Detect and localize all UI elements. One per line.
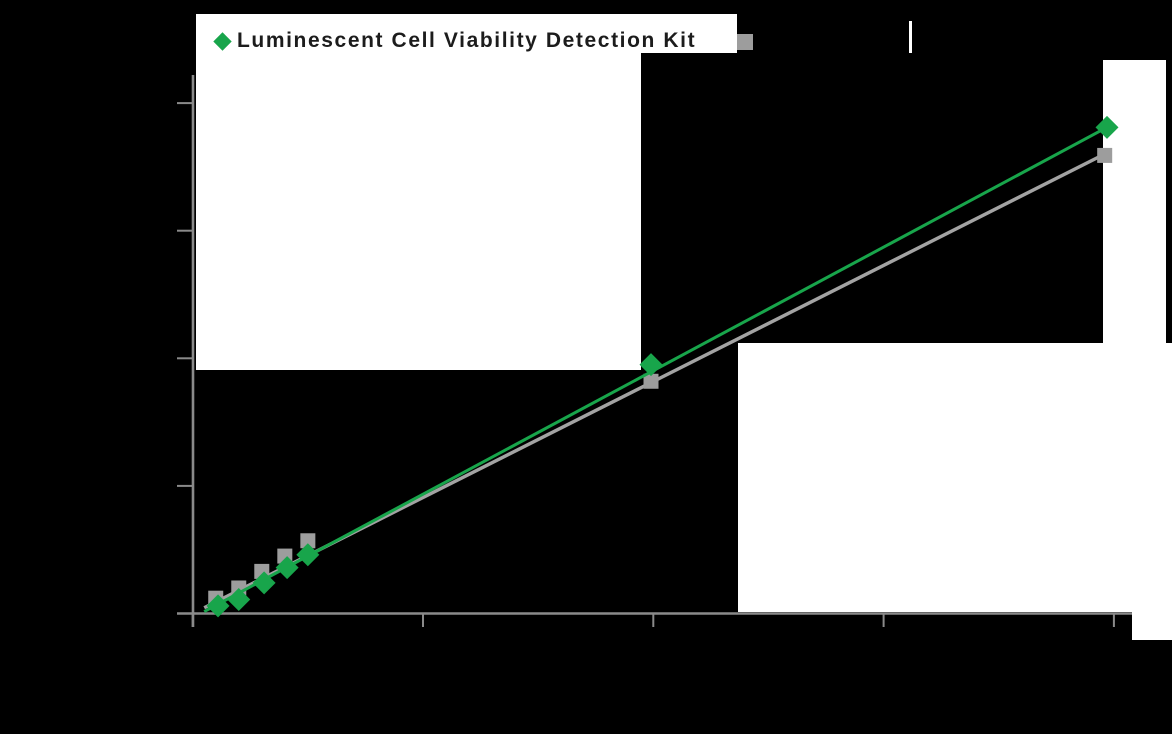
data-point-diamond xyxy=(639,353,663,377)
data-point-diamond xyxy=(227,587,251,611)
data-point-square xyxy=(643,373,659,389)
square-marker-icon xyxy=(737,34,753,50)
legend-item-green-series: Luminescent Cell Viability Detection Kit xyxy=(213,29,697,52)
data-point-diamond xyxy=(206,594,230,618)
backdrop-patch-right-column xyxy=(1103,60,1166,343)
legend-item-gray-series xyxy=(737,34,761,50)
backdrop-patch-upper-left xyxy=(196,53,641,370)
backdrop-patch-lower-right xyxy=(738,343,1172,612)
legend-label-green-series: Luminescent Cell Viability Detection Kit xyxy=(237,29,697,52)
data-point-square xyxy=(1097,147,1113,163)
data-point-diamond xyxy=(296,543,320,567)
data-point-diamond xyxy=(275,556,299,580)
backdrop-patch-legend-strip xyxy=(196,14,737,53)
data-point-diamond xyxy=(252,571,276,595)
data-point-diamond xyxy=(1095,115,1119,139)
backdrop-patch-below-axis xyxy=(1132,612,1172,640)
legend-text-white-artifact xyxy=(909,21,912,53)
data-point-square xyxy=(300,533,316,549)
diamond-marker-icon xyxy=(213,31,232,51)
legend: Luminescent Cell Viability Detection Kit xyxy=(0,0,1172,60)
